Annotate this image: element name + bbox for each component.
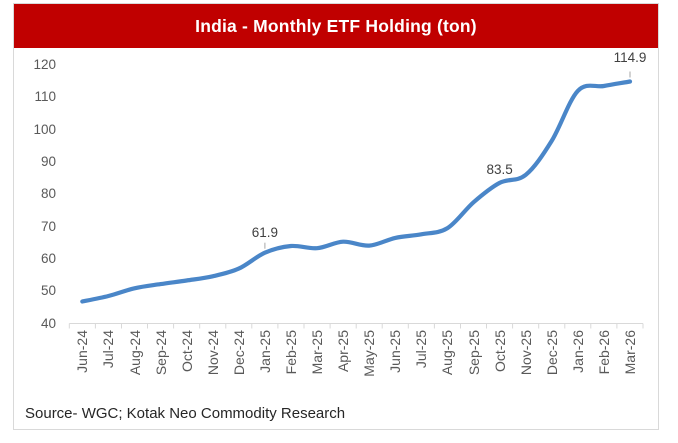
data-label-jan-25: 61.9 — [251, 224, 279, 240]
x-axis-tick-label: Jan-26 — [569, 330, 586, 373]
x-axis-tick-label: Feb-26 — [595, 330, 612, 375]
x-axis-tick-label: Jun-24 — [74, 330, 91, 373]
y-axis-tick-label: 70 — [40, 218, 56, 234]
x-axis-tick-label: Nov-24 — [204, 330, 221, 376]
y-axis-tick-label: 60 — [40, 250, 56, 266]
x-axis-tick-label: Nov-25 — [517, 330, 534, 376]
x-axis-tick-label: Jun-25 — [387, 330, 404, 373]
x-axis-tick-label: May-25 — [361, 330, 378, 377]
x-axis-tick-label: Aug-25 — [439, 330, 456, 376]
data-label-oct-25: 83.5 — [486, 161, 513, 177]
y-axis-tick-label: 80 — [40, 186, 56, 202]
x-axis-tick-label: Sep-25 — [465, 330, 482, 376]
chart-title-banner: India - Monthly ETF Holding (ton) — [14, 4, 658, 48]
data-label-mar-26: 114.9 — [613, 49, 647, 65]
x-axis-tick-label: Dec-25 — [543, 330, 560, 376]
y-axis-tick-label: 40 — [40, 315, 56, 331]
x-axis-tick-label: Sep-24 — [152, 330, 169, 376]
y-axis-tick-label: 100 — [33, 121, 56, 137]
x-axis-tick-label: Dec-24 — [230, 330, 247, 376]
y-axis-tick-label: 110 — [34, 89, 56, 105]
x-axis-tick-label: Jul-24 — [100, 330, 117, 369]
source-note: Source- WGC; Kotak Neo Commodity Researc… — [25, 405, 346, 422]
chart-title: India - Monthly ETF Holding (ton) — [195, 15, 477, 36]
x-axis-tick-label: Jul-25 — [413, 330, 430, 369]
x-axis-tick-label: Feb-25 — [283, 330, 299, 375]
x-axis-tick-label: Oct-24 — [178, 330, 195, 373]
x-axis-tick-label: Mar-25 — [309, 330, 325, 375]
x-axis-tick-label: Mar-26 — [622, 330, 638, 375]
x-axis-tick-label: Jan-25 — [256, 330, 273, 373]
x-axis-tick-label: Aug-24 — [126, 330, 143, 376]
x-axis-tick-label: Oct-25 — [491, 330, 508, 373]
y-axis-tick-label: 90 — [40, 153, 56, 169]
y-axis-tick-label: 120 — [33, 57, 56, 72]
x-axis-tick-label: Apr-25 — [335, 330, 352, 373]
y-axis-tick-label: 50 — [40, 283, 56, 299]
